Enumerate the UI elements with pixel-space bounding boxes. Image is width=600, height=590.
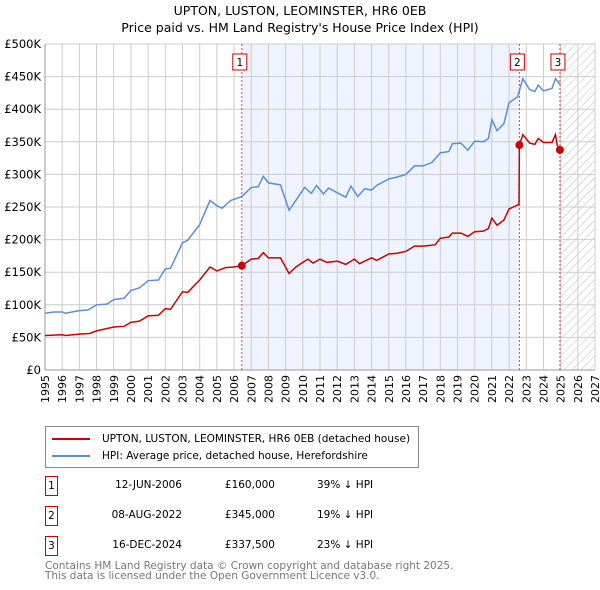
- chart-title: UPTON, LUSTON, LEOMINSTER, HR6 0EB: [173, 3, 427, 18]
- x-tick-label: 1999: [108, 375, 121, 403]
- sale-price: £160,000: [224, 479, 275, 491]
- legend-swatch-blue: [52, 455, 90, 457]
- legend-item-property: UPTON, LUSTON, LEOMINSTER, HR6 0EB (deta…: [52, 431, 410, 447]
- sale-hpi-diff: 19% ↓ HPI: [317, 509, 374, 521]
- x-tick-label: 2024: [537, 375, 550, 403]
- x-tick-label: 2004: [194, 375, 207, 403]
- x-tick-label: 2017: [417, 375, 430, 403]
- sale-label: 3: [555, 57, 562, 69]
- price-paid-line: [44, 132, 561, 337]
- x-tick-label: 2012: [331, 375, 344, 403]
- footer: Contains HM Land Registry data © Crown c…: [45, 560, 454, 582]
- x-tick-label: 1995: [39, 375, 52, 403]
- y-tick-label: £0: [26, 363, 41, 377]
- legend-swatch-red: [52, 438, 90, 440]
- x-tick-label: 2001: [142, 375, 155, 403]
- y-tick-label: £450K: [4, 70, 41, 84]
- x-tick-label: 2014: [366, 375, 379, 403]
- x-tick-label: 2000: [125, 375, 138, 403]
- x-tick-label: 2016: [400, 375, 413, 403]
- footer-licence: This data is licensed under the Open Gov…: [45, 570, 380, 582]
- x-tick-label: 2026: [572, 375, 585, 403]
- y-tick-label: £200K: [4, 233, 41, 247]
- legend: UPTON, LUSTON, LEOMINSTER, HR6 0EB (deta…: [45, 426, 419, 468]
- sale-label: 2: [514, 57, 521, 69]
- x-tick-label: 2015: [383, 375, 396, 403]
- y-tick-label: £150K: [4, 265, 41, 279]
- footer-copyright: Contains HM Land Registry data © Crown c…: [45, 560, 454, 572]
- x-tick-label: 2005: [211, 375, 224, 403]
- chart-subtitle: Price paid vs. HM Land Registry's House …: [121, 20, 479, 35]
- sale-label-box: [509, 53, 525, 71]
- x-tick-label: 2009: [280, 375, 293, 403]
- x-tick-label: 2021: [486, 375, 499, 403]
- sale-price: £345,000: [224, 509, 275, 521]
- x-tick-label: 2018: [434, 375, 447, 403]
- x-tick-label: 2006: [228, 375, 241, 403]
- x-tick-label: 2002: [159, 375, 172, 403]
- x-tick-label: 2027: [589, 375, 600, 403]
- legend-item-hpi: HPI: Average price, detached house, Here…: [52, 448, 368, 464]
- sale-marker-box: 3: [45, 536, 58, 556]
- x-tick-label: 1998: [91, 375, 104, 403]
- y-tick-label: £250K: [4, 200, 41, 214]
- sale-row: 3 16-DEC-2024 £337,500 23% ↓ HPI: [45, 536, 445, 556]
- x-tick-label: 2019: [452, 375, 465, 403]
- sale-label-box: [550, 53, 566, 71]
- x-tick-label: 2011: [314, 375, 327, 403]
- x-tick-label: 2010: [297, 375, 310, 403]
- y-tick-label: £100K: [4, 298, 41, 312]
- x-tick-label: 2008: [262, 375, 275, 403]
- sale-date: 12-JUN-2006: [115, 479, 182, 491]
- y-tick-label: £350K: [4, 135, 41, 149]
- sale-label-box: [232, 53, 248, 71]
- hpi-line: [44, 76, 561, 315]
- x-tick-label: 2022: [503, 375, 516, 403]
- sale-point: [237, 261, 246, 270]
- sale-row: 1 12-JUN-2006 £160,000 39% ↓ HPI: [45, 476, 445, 496]
- y-tick-label: £500K: [4, 37, 41, 51]
- sale-date: 16-DEC-2024: [112, 539, 182, 551]
- sale-point: [515, 141, 524, 150]
- y-tick-label: £400K: [4, 102, 41, 116]
- sale-hpi-diff: 39% ↓ HPI: [317, 479, 374, 491]
- x-tick-label: 2007: [245, 375, 258, 403]
- plot-area: 1995 1996 1997 1998 1999 2000 2001 2002 2003 2004…: [4, 37, 600, 403]
- x-tick-label: 1996: [56, 375, 69, 403]
- sale-price: £337,500: [224, 539, 275, 551]
- legend-label: UPTON, LUSTON, LEOMINSTER, HR6 0EB (deta…: [102, 433, 411, 445]
- x-tick-label: 2023: [520, 375, 533, 403]
- x-tick-label: 2003: [177, 375, 190, 403]
- y-tick-label: £50K: [12, 330, 42, 344]
- sale-date: 08-AUG-2022: [111, 509, 182, 521]
- x-tick-label: 1997: [73, 375, 86, 403]
- sale-hpi-diff: 23% ↓ HPI: [317, 539, 374, 551]
- sale-point: [555, 145, 564, 154]
- sale-marker-box: 1: [45, 476, 58, 496]
- x-tick-label: 2020: [469, 375, 482, 403]
- x-tick-label: 2013: [348, 375, 361, 403]
- sale-label: 1: [236, 57, 243, 69]
- sale-marker-box: 2: [45, 506, 58, 526]
- y-tick-label: £300K: [4, 167, 41, 181]
- x-tick-label: 2025: [555, 375, 568, 403]
- legend-label: HPI: Average price, detached house, Here…: [102, 450, 368, 462]
- sale-row: 2 08-AUG-2022 £345,000 19% ↓ HPI: [45, 506, 445, 526]
